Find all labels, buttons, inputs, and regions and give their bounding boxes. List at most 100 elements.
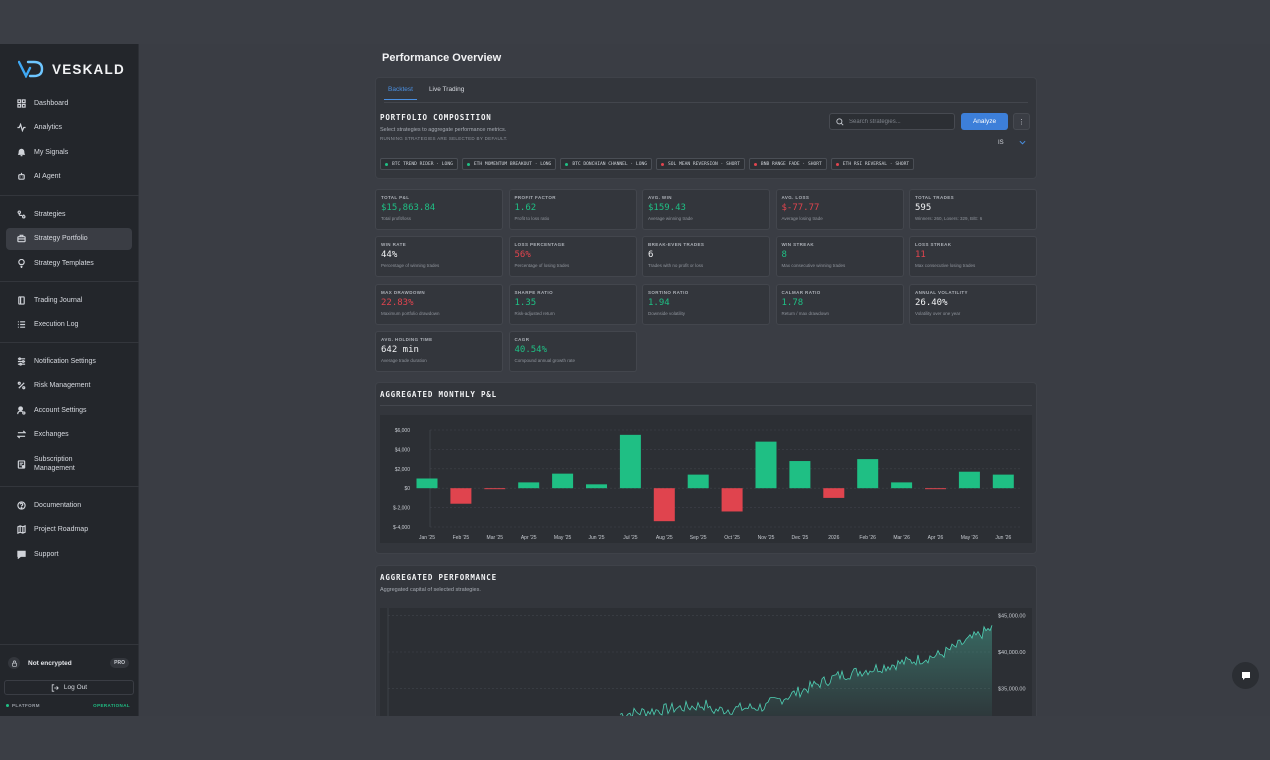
search-input[interactable]	[849, 118, 949, 125]
lock-icon	[8, 657, 20, 669]
monthly-pnl-card: AGGREGATED MONTHLY P&L $6,000 $4,000 $2,00…	[375, 382, 1037, 554]
portfolio-description: Select strategies to aggregate performan…	[380, 127, 507, 133]
metric-card-max-drawdown: MAX DRAWDOWN 22.83% Maximum portfolio draw…	[375, 283, 503, 325]
sidebar-item-label: Notification Settings	[34, 357, 96, 365]
bar[interactable]	[857, 459, 879, 489]
metric-card-loss-percentage: LOSS PERCENTAGE 56% Percentage of losing t…	[508, 236, 637, 278]
bar[interactable]	[721, 488, 743, 512]
sidebar-item-my-signals[interactable]: My Signals	[6, 141, 132, 163]
bar[interactable]	[619, 434, 641, 489]
metric-subtext: Compound annual growth rate	[514, 357, 576, 363]
sidebar-item-strategy-templates[interactable]: Strategy Templates	[6, 252, 132, 274]
sample-select[interactable]: IS	[994, 136, 1030, 149]
encryption-status[interactable]: Not encrypted PRO	[5, 654, 133, 672]
sidebar-item-notification-settings[interactable]: Notification Settings	[6, 350, 132, 372]
more-options-button[interactable]: ⋮	[1013, 113, 1030, 130]
sidebar-item-trading-journal[interactable]: Trading Journal	[6, 289, 132, 311]
chat-bubble-icon	[1241, 671, 1250, 680]
sidebar-item-documentation[interactable]: Documentation	[6, 494, 132, 516]
metric-value: 1.62	[514, 203, 537, 213]
sidebar-item-support[interactable]: Support	[6, 543, 132, 565]
strategy-chip-label: BTC DONCHIAN CHANNEL · LONG	[572, 161, 647, 167]
metric-value: 22.83%	[381, 297, 414, 308]
sidebar-item-dashboard[interactable]: Dashboard	[6, 92, 132, 114]
metric-label: CAGR	[514, 336, 530, 342]
bar[interactable]	[653, 488, 675, 522]
analyze-button[interactable]: Analyze	[961, 113, 1008, 130]
main-content: Performance Overview Backtest Live Tradi…	[140, 44, 1270, 716]
logout-button[interactable]: Log Out	[4, 680, 134, 695]
bar[interactable]	[687, 474, 709, 489]
sidebar-item-analytics[interactable]: Analytics	[6, 117, 132, 139]
strategy-search[interactable]	[829, 113, 955, 130]
metric-card-avg-win: AVG. WIN $159.43 Average winning trade	[642, 189, 770, 230]
sidebar-item-subscription-management[interactable]: Subscription Management	[6, 451, 132, 477]
logout-label: Log Out	[63, 684, 88, 691]
sidebar-item-strategies[interactable]: Strategies	[6, 203, 132, 225]
equity-area	[620, 625, 992, 716]
sidebar-item-account-settings[interactable]: Account Settings	[6, 399, 132, 421]
book-icon	[18, 295, 25, 305]
metric-value: $15,863.84	[381, 203, 436, 213]
sidebar-divider	[0, 486, 139, 487]
sidebar-item-exchanges[interactable]: Exchanges	[6, 424, 132, 446]
sidebar-item-label: Execution Log	[34, 321, 79, 329]
bar[interactable]	[586, 484, 607, 489]
y-tick-label: $-4,000	[393, 525, 410, 531]
bar[interactable]	[755, 441, 777, 489]
metric-subtext: Downside volatility	[648, 310, 686, 316]
metric-subtext: Average trade duration	[381, 357, 427, 363]
bar[interactable]	[992, 474, 1014, 489]
performance-description: Aggregated capital of selected strategie…	[380, 587, 481, 593]
x-tick-label: Jan '25	[419, 535, 435, 541]
sidebar-item-strategy-portfolio[interactable]: Strategy Portfolio	[6, 227, 132, 250]
metric-subtext: Max consecutive winning trades	[781, 263, 846, 269]
sidebar-item-project-roadmap[interactable]: Project Roadmap	[6, 519, 132, 541]
y-tick-label: $2,000	[395, 467, 411, 473]
sample-select-value: IS	[998, 139, 1004, 146]
sidebar-item-risk-management[interactable]: Risk Management	[6, 375, 132, 397]
strategy-chip[interactable]: BTC DONCHIAN CHANNEL · LONG	[560, 158, 652, 170]
metric-subtext: Average winning trade	[648, 216, 693, 221]
sidebar-item-label: Strategy Templates	[34, 259, 94, 267]
chat-launcher-button[interactable]	[1232, 662, 1259, 689]
sidebar-item-label: Strategies	[34, 210, 66, 218]
metric-value: 40.54%	[514, 344, 548, 355]
metric-card-avg-loss: AVG. LOSS $-77.77 Average losing trade	[775, 189, 904, 230]
bar[interactable]	[789, 461, 811, 489]
strategy-chip[interactable]: BNB RANGE FADE · SHORT	[748, 158, 827, 170]
x-tick-label: Feb '26	[859, 535, 876, 541]
strategy-chip[interactable]: BTC TREND RIDER · LONG	[380, 158, 458, 170]
tab-backtest[interactable]: Backtest	[384, 86, 417, 100]
x-tick-label: May '25	[554, 535, 572, 541]
x-tick-label: Dec '25	[792, 535, 809, 541]
strategy-chip[interactable]: ETH RSI REVERSAL · SHORT	[830, 158, 915, 170]
bar[interactable]	[518, 482, 540, 489]
logo[interactable]: VESKALD	[18, 58, 125, 80]
bar[interactable]	[484, 488, 506, 490]
bar[interactable]	[823, 488, 845, 498]
metric-label: CALMAR RATIO	[781, 289, 821, 295]
bar[interactable]	[450, 488, 472, 504]
bar[interactable]	[958, 471, 980, 489]
bar[interactable]	[416, 478, 438, 489]
bar[interactable]	[891, 482, 913, 489]
metric-subtext: Trades with no profit or loss	[648, 263, 704, 269]
bar[interactable]	[925, 488, 946, 490]
bell-icon	[17, 148, 26, 156]
bar[interactable]	[552, 473, 574, 489]
portfolio-title: PORTFOLIO COMPOSITION	[380, 113, 492, 122]
metric-label: SORTINO RATIO	[648, 289, 689, 295]
metric-label: AVG. HOLDING TIME	[381, 336, 433, 342]
strategy-chip-label: ETH MOMENTUM BREAKOUT · LONG	[473, 161, 552, 167]
strategy-chip[interactable]: ETH MOMENTUM BREAKOUT · LONG	[461, 158, 557, 170]
sidebar-item-ai-agent[interactable]: AI Agent	[6, 166, 132, 188]
strategy-chip[interactable]: SOL MEAN REVERSION · SHORT	[656, 158, 745, 170]
metric-card-win-rate: WIN RATE 44% Percentage of winning trades	[375, 236, 503, 278]
equity-line[interactable]	[619, 625, 993, 716]
metric-label: AVG. LOSS	[781, 195, 810, 200]
performance-card: AGGREGATED PERFORMANCE Aggregated capita…	[375, 565, 1037, 716]
sidebar-item-execution-log[interactable]: Execution Log	[6, 314, 132, 336]
tab-live-trading[interactable]: Live Trading	[428, 86, 465, 93]
portfolio-note: RUNNING STRATEGIES ARE SELECTED BY DEFAU…	[380, 136, 508, 141]
